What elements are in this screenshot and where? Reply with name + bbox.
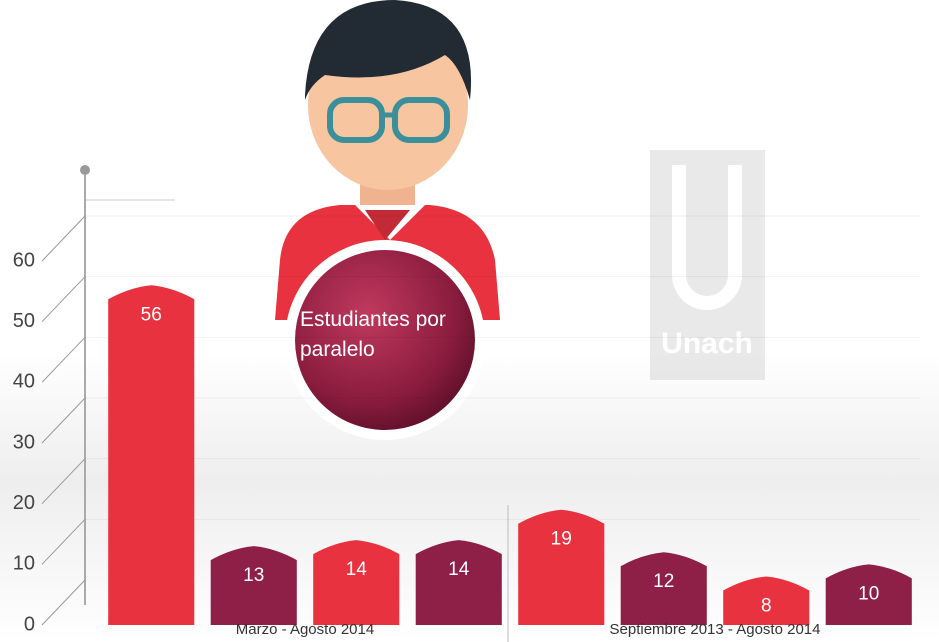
chart: Unach 0102030405060Hasta 305631 - 351336… [0,0,939,642]
watermark-logo: Unach [650,150,765,380]
value-label: 56 [141,304,162,325]
page: Unach 0102030405060Hasta 305631 - 351336… [0,0,939,642]
y-tick-label: 50 [13,310,35,332]
group-label: Marzo - Agosto 2014 [236,621,374,638]
value-label: 8 [761,595,772,616]
y-tick-label: 60 [13,249,35,271]
y-tick [42,459,85,504]
value-label: 13 [243,565,264,586]
y-tick [42,398,85,443]
y-tick-label: 10 [13,553,35,575]
chart-title: Estudiantes por paralelo [300,305,450,365]
y-tick-label: 40 [13,371,35,393]
value-label: 12 [653,571,674,592]
y-tick [42,580,85,625]
y-tick [42,337,85,382]
watermark-text: Unach [661,327,753,360]
y-tick [42,277,85,322]
bar [518,510,604,625]
y-tick [42,519,85,564]
bar [416,540,502,625]
y-tick [42,216,85,261]
y-tick-label: 0 [24,613,35,635]
value-label: 14 [346,559,368,580]
value-label: 19 [551,529,572,550]
axis-cap [80,165,90,175]
bar [313,540,399,625]
value-label: 10 [858,583,879,604]
bar [108,285,194,625]
avatar [275,0,500,440]
group-label: Septiembre 2013 - Agosto 2014 [610,621,821,638]
y-tick-label: 30 [13,431,35,453]
y-tick-label: 20 [13,492,35,514]
value-label: 14 [448,559,470,580]
